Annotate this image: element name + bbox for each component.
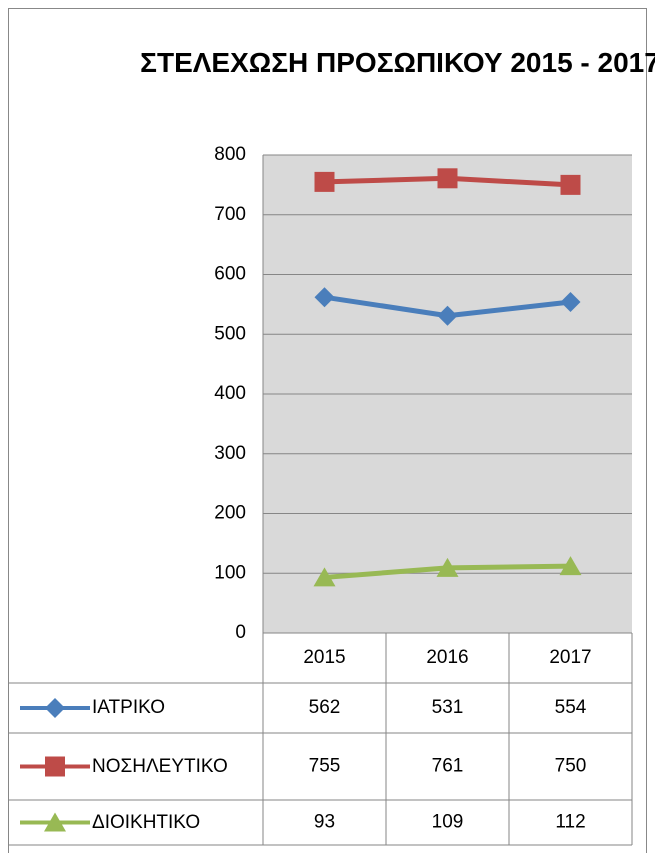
marker <box>44 812 66 832</box>
marker <box>559 556 582 576</box>
x-tick-label: 2017 <box>549 647 591 668</box>
y-tick-label: 600 <box>214 264 246 285</box>
marker <box>313 567 336 587</box>
legend-label: ΙΑΤΡΙΚΟ <box>92 697 165 718</box>
y-tick-label: 0 <box>235 622 246 643</box>
table-cell: 562 <box>309 697 341 718</box>
table-cell: 554 <box>555 697 587 718</box>
y-tick-label: 400 <box>214 383 246 404</box>
marker <box>45 756 65 777</box>
marker <box>436 557 459 577</box>
y-tick-label: 300 <box>214 443 246 464</box>
y-tick-label: 100 <box>214 562 246 583</box>
legend-label: ΔΙΟΙΚΗΤΙΚΟ <box>92 811 201 833</box>
table-cell: 93 <box>314 812 335 833</box>
y-tick-label: 200 <box>214 503 246 524</box>
marker <box>314 287 335 308</box>
table-cell: 750 <box>555 756 587 777</box>
y-tick-label: 700 <box>214 204 246 225</box>
marker <box>437 305 458 326</box>
chart-title: ΣΤΕΛΕΧΩΣΗ ΠΡΟΣΩΠΙΚΟΥ 2015 - 2017 <box>140 47 655 78</box>
table-cell: 531 <box>432 697 464 718</box>
x-tick-label: 2016 <box>426 647 468 668</box>
legend-label: ΝΟΣΗΛΕΥΤΙΚΟ <box>92 755 228 777</box>
table-cell: 755 <box>309 756 341 777</box>
marker <box>45 698 65 718</box>
marker <box>560 174 581 195</box>
table-cell: 761 <box>432 756 464 777</box>
x-tick-label: 2015 <box>303 647 345 668</box>
y-tick-label: 800 <box>214 144 246 165</box>
marker <box>560 291 581 312</box>
table-cell: 112 <box>555 812 585 833</box>
marker <box>314 171 335 192</box>
marker <box>437 168 458 189</box>
y-tick-label: 500 <box>214 323 246 344</box>
table-cell: 109 <box>432 812 464 833</box>
